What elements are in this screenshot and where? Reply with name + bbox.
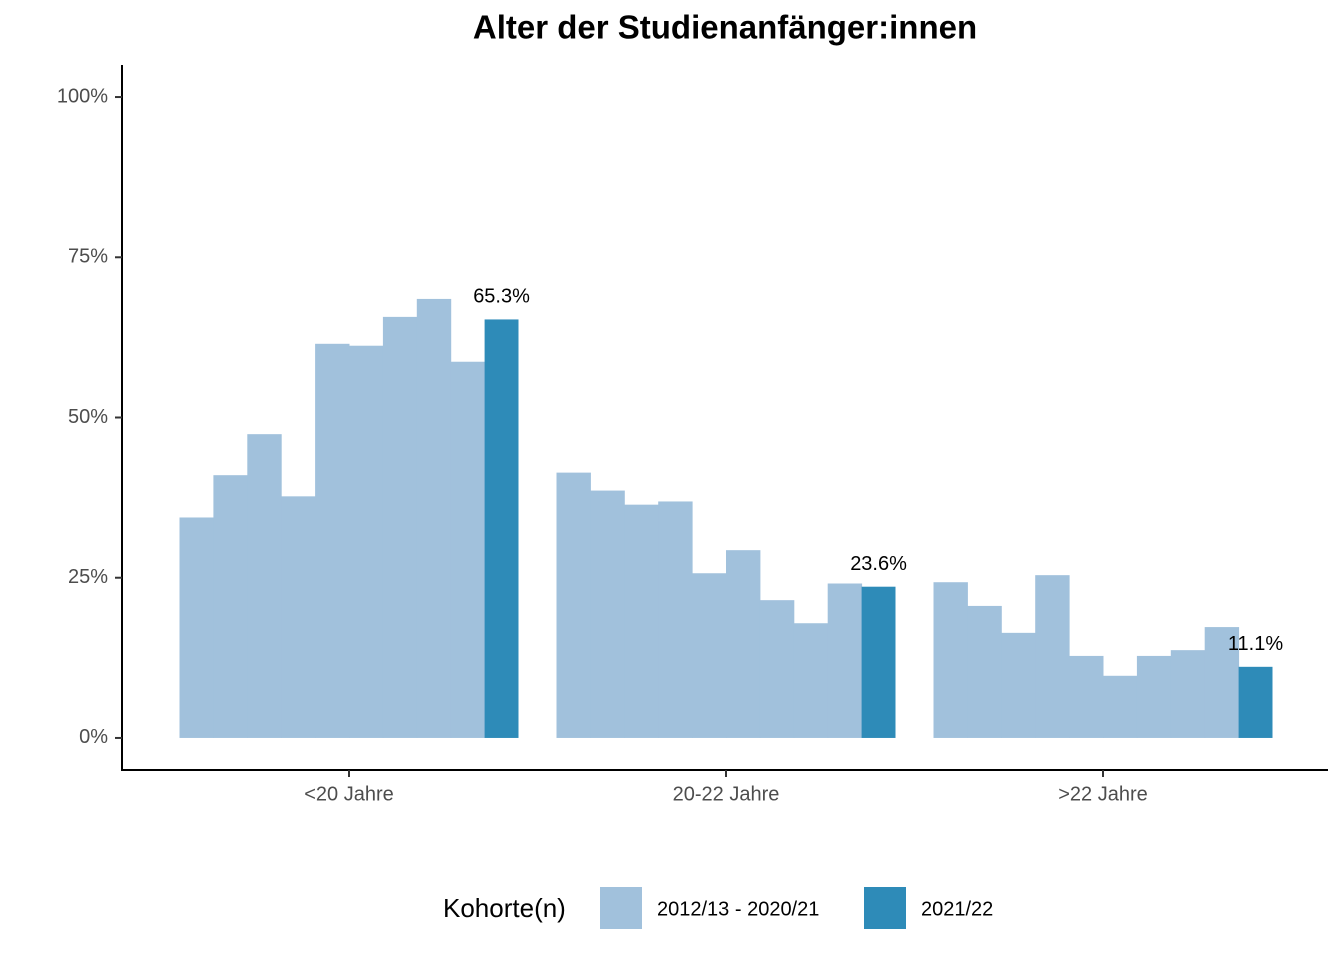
y-tick-label: 50%: [68, 406, 108, 428]
y-tick-label: 75%: [68, 246, 108, 268]
data-label: 65.3%: [473, 286, 530, 308]
bar: [624, 504, 659, 738]
data-label: 11.1%: [1228, 633, 1283, 655]
bar: [247, 434, 282, 738]
legend-swatch: [600, 887, 642, 929]
bar: [726, 550, 761, 738]
bar: [349, 345, 384, 738]
bar: [1204, 627, 1240, 738]
x-tick-label: 20-22 Jahre: [673, 783, 780, 805]
bar: [793, 623, 829, 738]
bar: [1103, 675, 1138, 738]
bar: [861, 586, 896, 738]
legend-swatch: [864, 887, 906, 929]
bar: [967, 605, 1002, 738]
bar: [556, 472, 591, 738]
bar: [1001, 632, 1036, 738]
bar: [382, 316, 418, 738]
legend-label: 2012/13 - 2020/21: [657, 898, 819, 920]
y-tick-label: 0%: [79, 726, 108, 748]
bar: [281, 496, 316, 738]
bar: [658, 501, 693, 738]
bar: [1069, 655, 1104, 738]
bar: [315, 343, 350, 738]
legend-title: Kohorte(n): [443, 893, 566, 923]
bar: [933, 582, 968, 738]
x-tick-label: <20 Jahre: [304, 783, 394, 805]
bar: [450, 361, 486, 738]
bar: [590, 490, 625, 738]
data-label: 23.6%: [850, 553, 907, 575]
bar: [827, 583, 863, 738]
y-tick-label: 25%: [68, 566, 108, 588]
bar: [692, 573, 727, 738]
bar: [1238, 666, 1273, 738]
bar: [1170, 650, 1206, 738]
legend-label: 2021/22: [921, 898, 993, 920]
chart-title: Alter der Studienanfänger:innen: [473, 9, 977, 46]
x-tick-label: >22 Jahre: [1058, 783, 1148, 805]
bar: [759, 600, 795, 738]
bar: [484, 319, 519, 738]
bar: [1136, 655, 1172, 738]
bar: [213, 475, 248, 738]
bar: [416, 298, 452, 738]
bar: [179, 517, 214, 738]
bar: [1035, 575, 1070, 738]
y-tick-label: 100%: [57, 85, 108, 107]
